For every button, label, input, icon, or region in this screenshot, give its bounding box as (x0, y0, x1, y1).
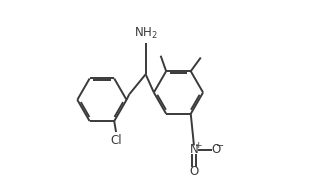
Text: −: − (216, 141, 224, 151)
Text: NH$_2$: NH$_2$ (134, 26, 158, 41)
Text: Cl: Cl (110, 134, 122, 147)
Text: +: + (194, 141, 202, 150)
Text: O: O (189, 165, 198, 178)
Text: O: O (211, 143, 220, 156)
Text: N: N (190, 143, 198, 156)
